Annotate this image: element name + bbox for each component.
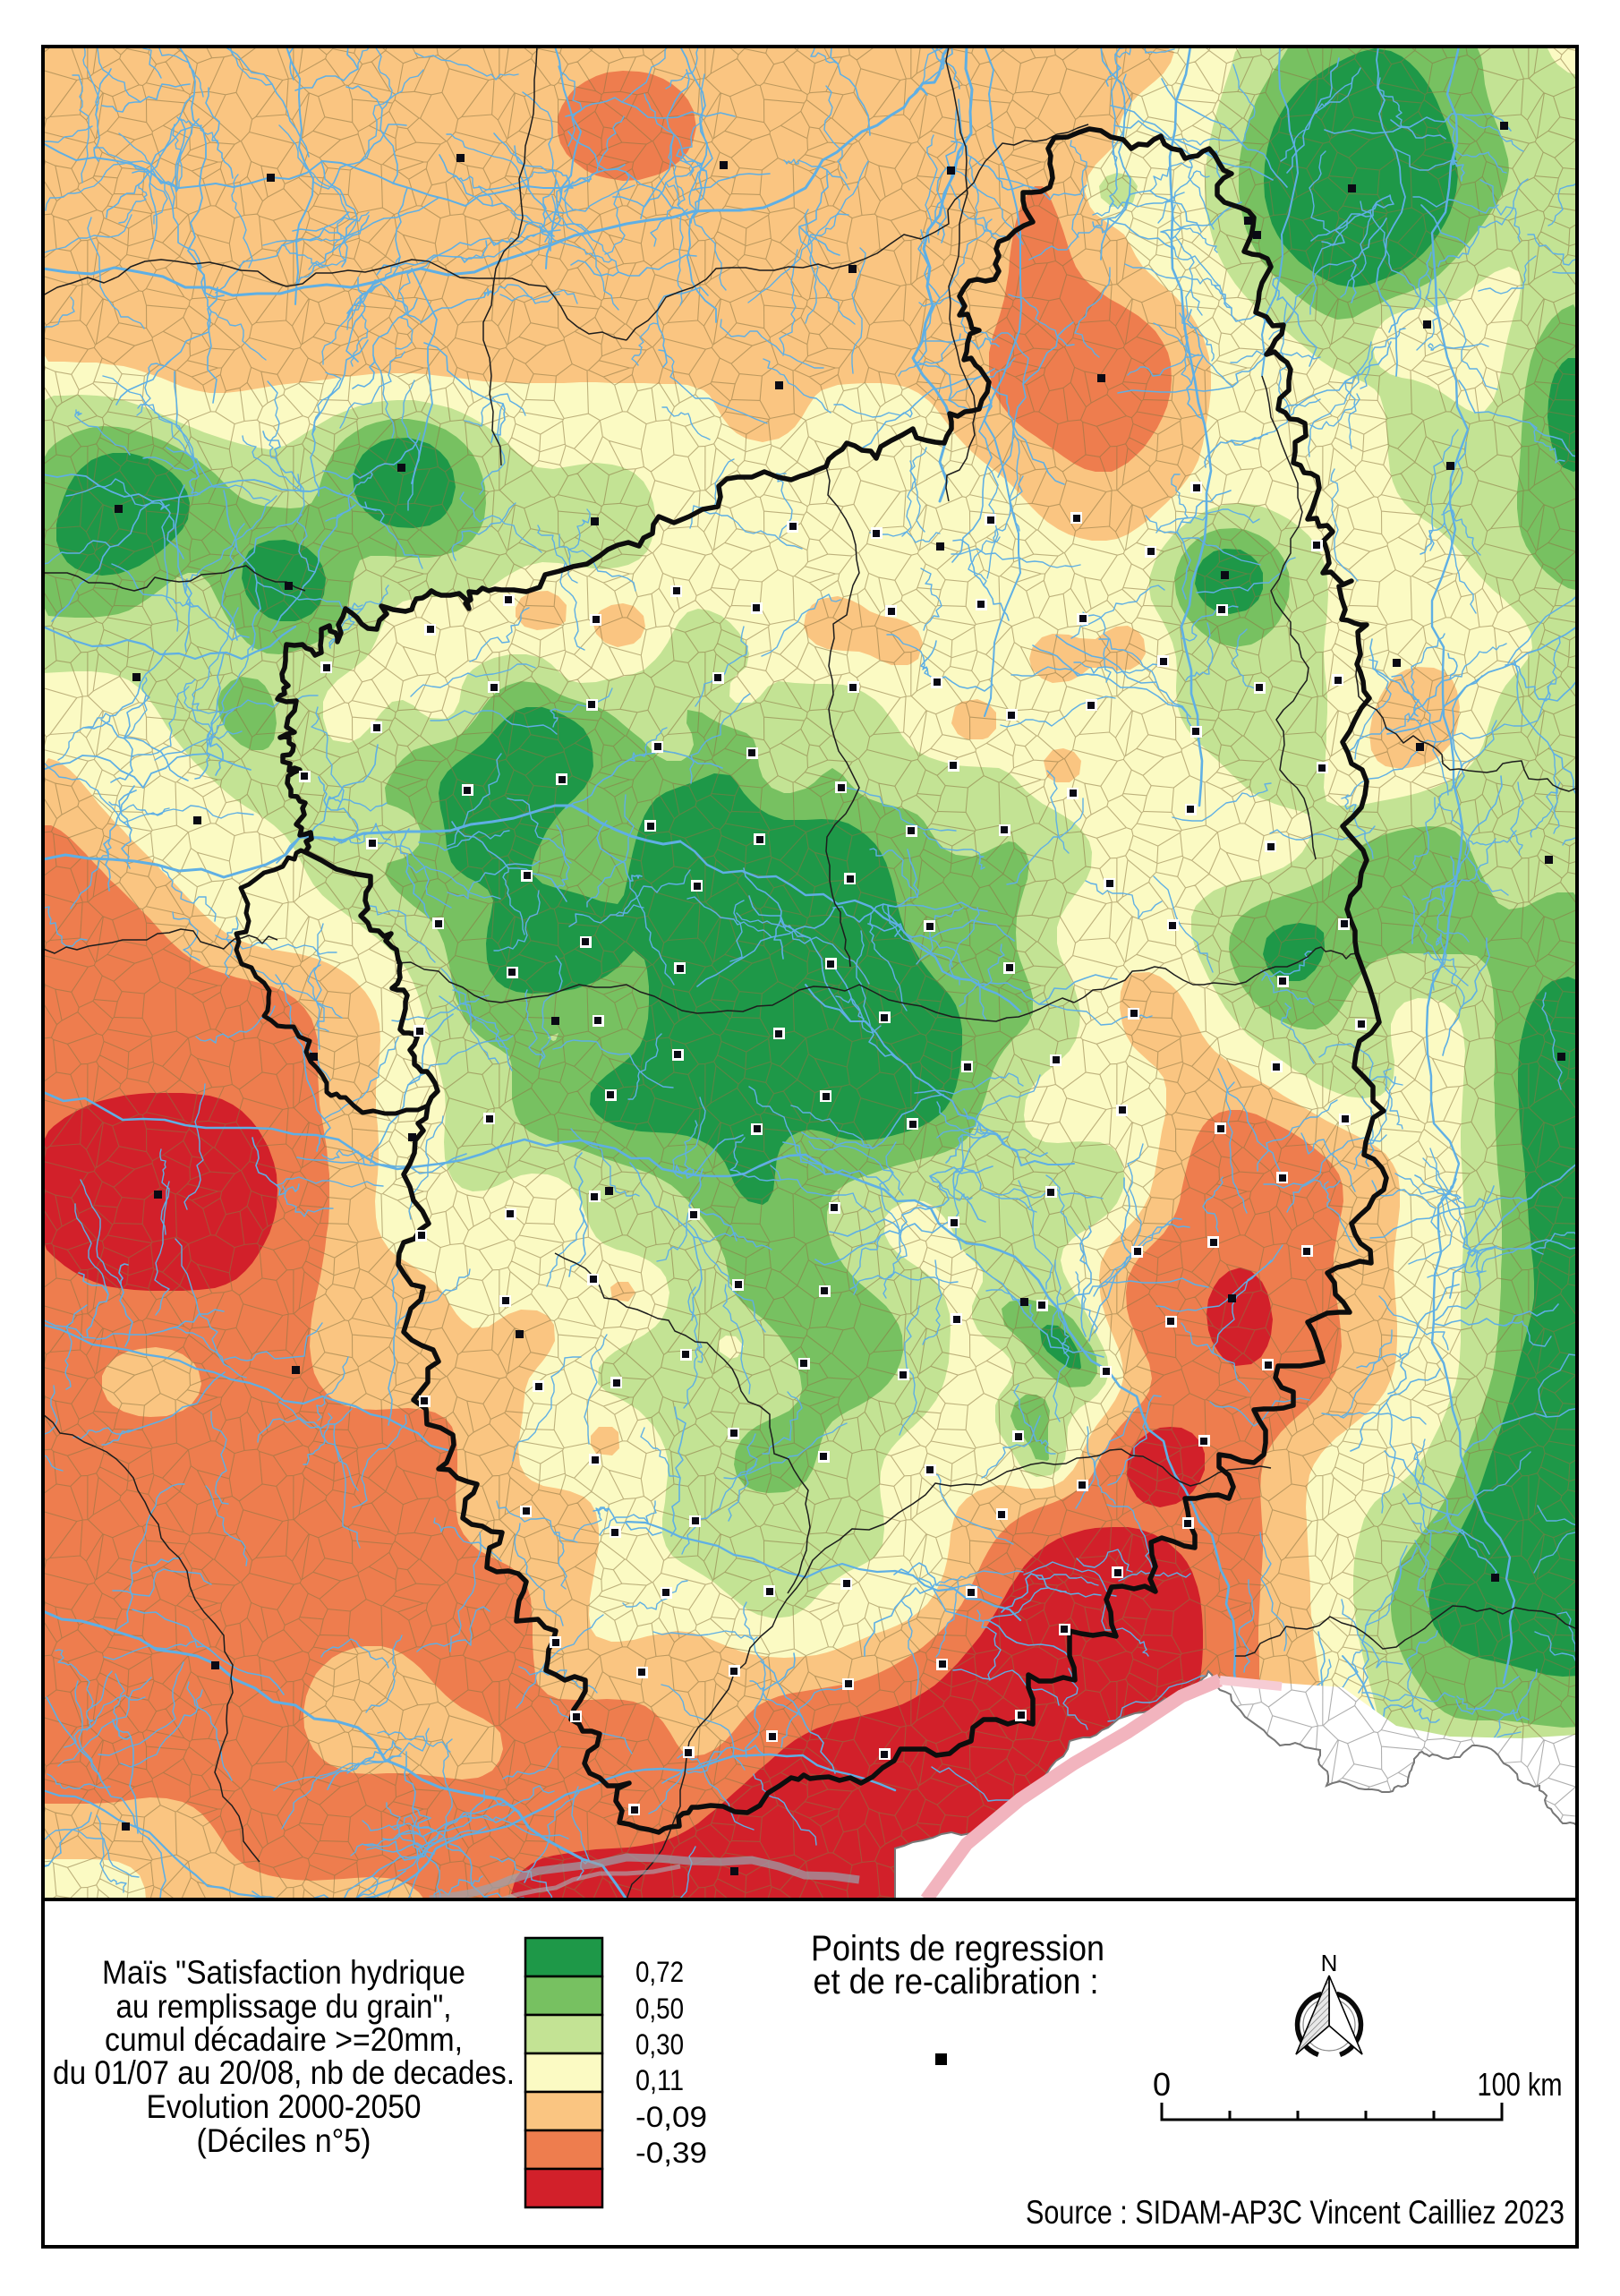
svg-text:Evolution 2000-2050: Evolution 2000-2050 bbox=[147, 2088, 422, 2125]
svg-text:et de re-calibration :: et de re-calibration : bbox=[814, 1962, 1099, 2002]
svg-text:au remplissage du grain",: au remplissage du grain", bbox=[116, 1988, 452, 2025]
svg-text:du 01/07 au 20/08, nb de decad: du 01/07 au 20/08, nb de decades. bbox=[53, 2054, 515, 2091]
svg-text:-0,09: -0,09 bbox=[635, 2101, 707, 2133]
svg-text:0,30: 0,30 bbox=[635, 2028, 684, 2061]
svg-text:0,50: 0,50 bbox=[635, 1993, 684, 2025]
svg-text:100 km: 100 km bbox=[1478, 2066, 1563, 2103]
svg-text:0,11: 0,11 bbox=[635, 2064, 684, 2096]
svg-text:-0,39: -0,39 bbox=[635, 2137, 707, 2169]
svg-text:0: 0 bbox=[1153, 2066, 1171, 2103]
svg-text:cumul décadaire >=20mm,: cumul décadaire >=20mm, bbox=[105, 2021, 463, 2058]
svg-text:Points de regression: Points de regression bbox=[811, 1929, 1104, 1968]
svg-text:0,72: 0,72 bbox=[635, 1956, 684, 1988]
svg-text:N: N bbox=[1321, 1950, 1338, 1976]
svg-text:Source : SIDAM-AP3C Vincent Ca: Source : SIDAM-AP3C Vincent Cailliez 202… bbox=[1026, 2194, 1565, 2231]
svg-text:Maïs "Satisfaction hydrique: Maïs "Satisfaction hydrique bbox=[102, 1954, 465, 1991]
svg-text:(Déciles n°5): (Déciles n°5) bbox=[197, 2122, 371, 2159]
